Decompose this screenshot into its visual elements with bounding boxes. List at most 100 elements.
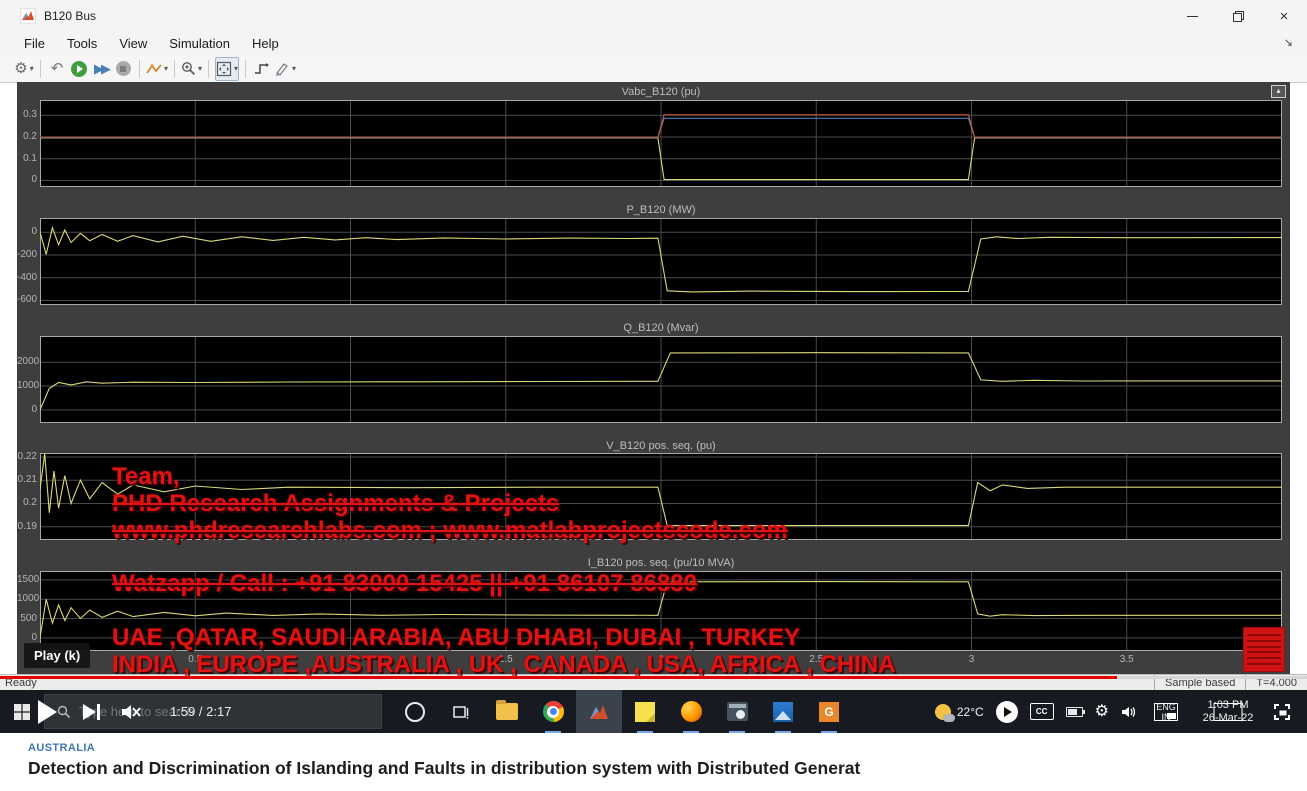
y-tick-label: 1000 (17, 593, 40, 605)
y-tick-label: 1500 (17, 573, 40, 585)
yt-fullscreen-button[interactable] (1273, 703, 1291, 721)
language-indicator[interactable]: ENG IN (1149, 697, 1183, 727)
stop-icon (115, 61, 131, 76)
menu-simulation[interactable]: Simulation (169, 36, 230, 51)
zoom-button[interactable]: ▾ (181, 58, 202, 80)
toolbar-divider (139, 59, 140, 78)
video-progress-track[interactable] (1117, 676, 1307, 679)
x-tick-label: 3.5 (1119, 654, 1134, 665)
taskbar-photos[interactable] (760, 690, 806, 733)
x-tick-label: 1.5 (498, 654, 513, 665)
battery-indicator[interactable] (1065, 706, 1085, 717)
y-tick-label: 0.21 (17, 474, 37, 486)
x-tick-label: 2 (658, 654, 664, 665)
chevron-down-icon: ▾ (164, 64, 169, 73)
step-back-button[interactable]: ↶ (47, 58, 67, 80)
autoplay-play-icon (995, 700, 1018, 723)
fullscreen-icon (1274, 703, 1290, 720)
battery-icon (1065, 706, 1085, 717)
stop-button[interactable] (113, 58, 133, 80)
taskbar-firefox[interactable] (668, 690, 714, 733)
panel-expand-icon[interactable]: ▴ (1271, 85, 1286, 98)
yt-theater-icon[interactable] (1213, 702, 1243, 721)
taskbar-search[interactable] (44, 694, 382, 729)
search-input[interactable] (77, 703, 321, 720)
sun-cloud-icon (934, 703, 955, 722)
menu-tools[interactable]: Tools (66, 36, 98, 51)
minimize-button[interactable] (1169, 0, 1215, 32)
trace-P (40, 225, 1282, 293)
x-tick-label: 2.5 (809, 654, 824, 665)
taskbar-chrome[interactable] (530, 690, 576, 733)
start-button[interactable] (0, 690, 44, 733)
plot-title: V_B120 pos. seq. (pu) (606, 440, 716, 452)
chevron-down-icon: ▾ (198, 64, 203, 73)
video-progress-bar[interactable] (0, 676, 1117, 679)
y-tick-label: -200 (17, 248, 38, 260)
restore-button[interactable] (1215, 0, 1261, 32)
cortana-icon (405, 701, 425, 722)
taskbar-cortana[interactable] (392, 690, 438, 733)
run-button[interactable] (69, 58, 89, 80)
toolbar-divider (245, 59, 247, 78)
step-forward-button[interactable]: ▶▶ (91, 58, 111, 80)
task-view-icon (453, 705, 469, 719)
menu-view[interactable]: View (119, 36, 148, 51)
watermark-line: Watzapp / Call : +91 83000 15425 || +91 … (112, 570, 697, 597)
magnifier-icon (182, 62, 196, 76)
clock-indicator[interactable]: 1:03 PM 26-Mar-22 (1195, 696, 1261, 728)
y-tick-label: 0 (31, 631, 37, 643)
menu-file[interactable]: File (24, 36, 45, 51)
step-forward-icon: ▶▶ (94, 61, 111, 76)
settings-button[interactable]: ⚙ ▾ (14, 58, 34, 80)
status-ready: Ready (5, 677, 37, 689)
taskbar-file-explorer[interactable] (484, 690, 530, 733)
brush-icon (276, 62, 288, 76)
fit-to-view-button[interactable]: ▾ (215, 56, 240, 81)
yt-autoplay-toggle[interactable] (995, 700, 1018, 723)
window-titlebar: B120 Bus × (0, 0, 1307, 32)
volume-indicator[interactable] (1121, 705, 1137, 719)
menubar: File Tools View Simulation Help ↘ (0, 32, 1307, 55)
y-tick-label: 1000 (17, 380, 40, 392)
menu-help[interactable]: Help (251, 36, 279, 51)
x-tick-label: 3 (968, 654, 975, 665)
chevron-down-icon: ▾ (234, 64, 239, 73)
fit-to-view-icon (216, 61, 232, 76)
plot-title: I_B120 pos. seq. (pu/10 MVA) (587, 557, 735, 569)
measurements-button[interactable]: ▾ (274, 58, 296, 80)
menu-overflow-arrow-icon[interactable]: ↘ (1283, 37, 1293, 49)
speaker-icon (1122, 706, 1136, 717)
plot-canvas (40, 453, 1282, 540)
yt-captions-button[interactable]: CC (1029, 703, 1054, 720)
y-tick-label: 0.3 (23, 109, 37, 121)
taskbar: G 22°C CC ⚙ ENG IN (0, 690, 1307, 733)
taskbar-matlab[interactable] (576, 690, 622, 733)
close-button[interactable]: × (1279, 7, 1289, 25)
weather-widget[interactable]: 22°C (934, 703, 984, 722)
video-kicker-link[interactable]: AUSTRALIA (28, 742, 96, 754)
plot-canvas (40, 571, 1282, 651)
clock-date: 26-Mar-22 (1202, 711, 1254, 724)
trace-phase-a (40, 114, 1282, 138)
yt-miniplayer-icon[interactable] (1154, 702, 1178, 721)
trace-I1 (40, 581, 1282, 638)
taskbar-task-view[interactable] (438, 690, 484, 733)
chrome-icon (542, 701, 564, 722)
trigger-button[interactable] (252, 58, 272, 80)
signal-highlight-button[interactable]: ▾ (146, 58, 168, 80)
x-tick-label: 1 (347, 654, 354, 665)
window-controls: × (1169, 0, 1307, 32)
matlab-icon (590, 704, 608, 719)
y-tick-label: -600 (17, 294, 38, 306)
window-title: B120 Bus (44, 9, 97, 23)
taskbar-app-g[interactable]: G (806, 690, 852, 733)
language-top-label: ENG (1156, 701, 1176, 712)
taskbar-sticky-notes[interactable] (622, 690, 668, 733)
chevron-down-icon: ▾ (29, 64, 34, 73)
photos-icon (773, 701, 793, 722)
plot-canvas (40, 218, 1282, 305)
yt-settings-button[interactable]: ⚙ (1095, 703, 1109, 720)
run-icon (71, 60, 87, 77)
taskbar-video-editor[interactable] (714, 690, 760, 733)
